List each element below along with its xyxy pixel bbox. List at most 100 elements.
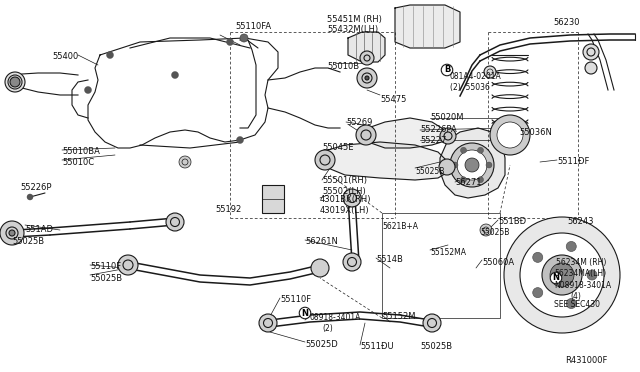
Text: (4): (4) bbox=[570, 292, 581, 301]
Circle shape bbox=[497, 122, 523, 148]
Circle shape bbox=[486, 162, 492, 168]
Text: 5511ÐF: 5511ÐF bbox=[557, 157, 589, 166]
Text: 43019X(LH): 43019X(LH) bbox=[320, 206, 370, 215]
Circle shape bbox=[461, 177, 467, 183]
Text: 55010B: 55010B bbox=[327, 62, 359, 71]
Bar bbox=[262, 185, 284, 213]
Text: 55400: 55400 bbox=[52, 52, 78, 61]
Circle shape bbox=[587, 270, 597, 280]
Text: 5514B: 5514B bbox=[376, 255, 403, 264]
Text: 55110F: 55110F bbox=[280, 295, 311, 304]
Circle shape bbox=[179, 156, 191, 168]
Text: 55227: 55227 bbox=[420, 136, 446, 145]
Circle shape bbox=[480, 224, 492, 236]
Circle shape bbox=[5, 72, 25, 92]
Text: 551BÐ: 551BÐ bbox=[498, 217, 526, 226]
Text: 56230: 56230 bbox=[553, 18, 579, 27]
Circle shape bbox=[237, 137, 243, 144]
Text: 55226P: 55226P bbox=[20, 183, 51, 192]
Circle shape bbox=[477, 147, 483, 153]
Polygon shape bbox=[320, 142, 448, 180]
Circle shape bbox=[477, 177, 483, 183]
Text: 55110F: 55110F bbox=[90, 262, 121, 271]
Circle shape bbox=[585, 62, 597, 74]
Text: 55045E: 55045E bbox=[322, 143, 353, 152]
Text: 55025B: 55025B bbox=[415, 167, 444, 176]
Circle shape bbox=[450, 143, 494, 187]
Circle shape bbox=[532, 288, 543, 298]
Text: 4301BX(RH): 4301BX(RH) bbox=[320, 195, 371, 204]
Circle shape bbox=[311, 259, 329, 277]
Text: 55025B: 55025B bbox=[12, 237, 44, 246]
Circle shape bbox=[9, 230, 15, 236]
Circle shape bbox=[227, 38, 234, 45]
Circle shape bbox=[10, 77, 20, 87]
Text: 55502(LH): 55502(LH) bbox=[322, 187, 365, 196]
Text: SEE SEC430: SEE SEC430 bbox=[554, 300, 600, 309]
Text: 56234M (RH): 56234M (RH) bbox=[556, 258, 606, 267]
Text: N: N bbox=[301, 308, 308, 317]
Circle shape bbox=[532, 252, 543, 262]
Circle shape bbox=[550, 263, 574, 287]
Text: 5511ÐU: 5511ÐU bbox=[360, 342, 394, 351]
Circle shape bbox=[356, 125, 376, 145]
Text: 55060A: 55060A bbox=[482, 258, 514, 267]
Text: 56234MA(LH): 56234MA(LH) bbox=[554, 269, 606, 278]
Circle shape bbox=[484, 66, 496, 78]
Text: N08918-3401A: N08918-3401A bbox=[554, 281, 611, 290]
Circle shape bbox=[490, 115, 530, 155]
Text: 55269: 55269 bbox=[346, 118, 372, 127]
Circle shape bbox=[542, 255, 582, 295]
Circle shape bbox=[423, 314, 441, 332]
Text: 081A4-0201A: 081A4-0201A bbox=[450, 72, 502, 81]
Circle shape bbox=[259, 314, 277, 332]
Circle shape bbox=[365, 76, 369, 80]
Text: 55192: 55192 bbox=[215, 205, 241, 214]
Text: 55036N: 55036N bbox=[519, 128, 552, 137]
Text: 55451M (RH): 55451M (RH) bbox=[327, 15, 382, 24]
Text: 55152MA: 55152MA bbox=[430, 248, 466, 257]
Circle shape bbox=[583, 44, 599, 60]
Text: 55432M(LH): 55432M(LH) bbox=[327, 25, 378, 34]
Text: 56271: 56271 bbox=[455, 178, 481, 187]
Circle shape bbox=[566, 241, 576, 251]
Circle shape bbox=[461, 147, 467, 153]
Text: R431000F: R431000F bbox=[565, 356, 607, 365]
Text: 55010C: 55010C bbox=[62, 158, 94, 167]
Text: N: N bbox=[552, 273, 559, 282]
Text: 55501(RH): 55501(RH) bbox=[322, 176, 367, 185]
Text: 55025B: 55025B bbox=[90, 274, 122, 283]
Polygon shape bbox=[360, 118, 448, 148]
Text: 55020M: 55020M bbox=[430, 113, 463, 122]
Text: 55110FA: 55110FA bbox=[235, 22, 271, 31]
Circle shape bbox=[315, 150, 335, 170]
Circle shape bbox=[106, 51, 113, 58]
Circle shape bbox=[504, 217, 620, 333]
Text: 55025D: 55025D bbox=[305, 340, 338, 349]
Circle shape bbox=[343, 253, 361, 271]
Polygon shape bbox=[395, 5, 460, 48]
Text: 55025B: 55025B bbox=[420, 342, 452, 351]
Circle shape bbox=[0, 221, 24, 245]
Polygon shape bbox=[348, 32, 385, 62]
Text: 56261N: 56261N bbox=[305, 237, 338, 246]
Text: 55010BA: 55010BA bbox=[62, 147, 100, 156]
Circle shape bbox=[166, 213, 184, 231]
Text: 56243: 56243 bbox=[567, 217, 593, 226]
Circle shape bbox=[27, 194, 33, 200]
Circle shape bbox=[360, 51, 374, 65]
Bar bbox=[382, 213, 500, 318]
Circle shape bbox=[357, 68, 377, 88]
Text: B: B bbox=[444, 65, 450, 74]
Text: 551AÐ: 551AÐ bbox=[25, 225, 53, 234]
Circle shape bbox=[118, 255, 138, 275]
Text: 55226PA: 55226PA bbox=[420, 125, 457, 134]
Text: (2)  55036: (2) 55036 bbox=[450, 83, 490, 92]
Circle shape bbox=[439, 159, 455, 175]
Circle shape bbox=[240, 34, 248, 42]
Text: (2): (2) bbox=[322, 324, 333, 333]
Text: 55475: 55475 bbox=[380, 95, 406, 104]
Text: 5621B+A: 5621B+A bbox=[382, 222, 418, 231]
Text: 55152M: 55152M bbox=[382, 312, 415, 321]
Circle shape bbox=[457, 150, 487, 180]
